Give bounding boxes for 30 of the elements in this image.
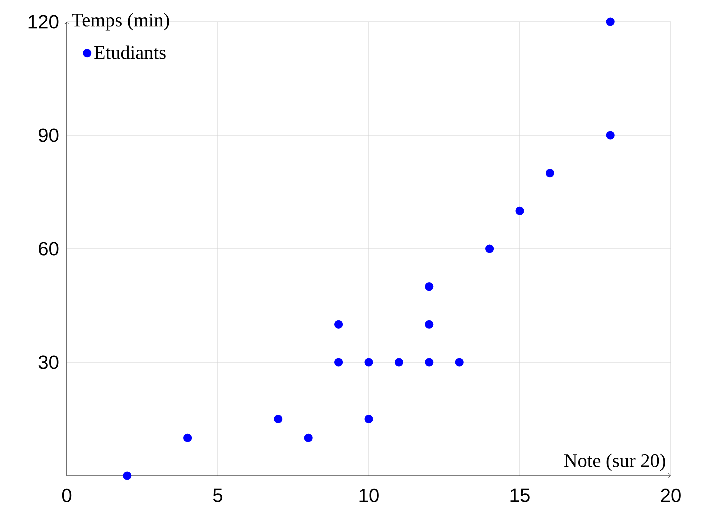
point	[516, 206, 524, 216]
point	[304, 434, 313, 442]
point	[486, 244, 494, 254]
point	[606, 18, 615, 26]
x-tick-label: 15	[510, 488, 530, 502]
x-tick-label: 10	[360, 488, 379, 502]
point	[546, 169, 554, 178]
x-axis-title: Note (sur 20)	[564, 454, 666, 472]
point	[425, 282, 434, 292]
x-tick-label: 0	[62, 488, 72, 502]
point	[274, 414, 283, 424]
point	[394, 358, 404, 367]
point	[364, 358, 374, 367]
point	[334, 358, 344, 367]
y-tick-label: 60	[39, 242, 59, 256]
point	[425, 358, 434, 367]
x-tick-label: 5	[213, 488, 223, 502]
y-tick-label: 90	[38, 128, 59, 142]
point	[334, 320, 344, 329]
point	[364, 414, 374, 424]
y-tick-label: 120	[28, 15, 59, 29]
point	[184, 434, 192, 442]
point	[425, 320, 434, 329]
legend-label: Etudiants	[94, 46, 166, 60]
point	[123, 472, 132, 480]
point	[455, 358, 464, 367]
y-axis-title: Temps (min)	[72, 13, 170, 31]
x-tick-label: 20	[661, 488, 681, 502]
y-tick-label: 30	[38, 356, 59, 370]
point	[606, 131, 615, 140]
